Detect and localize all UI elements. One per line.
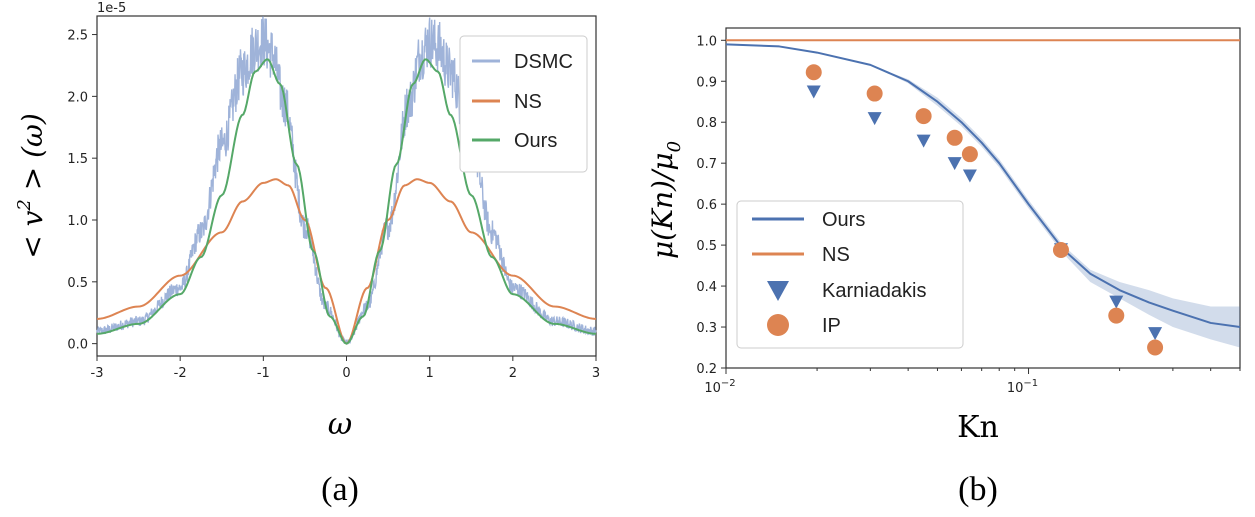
marker-karniadakis <box>1109 295 1124 309</box>
marker-ip <box>1147 339 1164 356</box>
marker-karniadakis <box>867 112 882 126</box>
panel-a-ylabel-main: < v <box>16 210 49 258</box>
panel-b-ylabel-sub: 0 <box>664 141 685 152</box>
panel-a-ticks-layer: -3 -2 -1 0 1 2 3 0.0 0.5 1.0 1.5 2.0 2.5 <box>67 29 600 381</box>
panel-b-ticks-layer: 0.20.30.40.50.60.70.80.91.010−2 10−1 <box>696 34 1241 396</box>
marker-karniadakis <box>947 157 962 171</box>
marker-karniadakis <box>962 169 977 183</box>
x-tick-exp: −1 <box>1023 378 1038 389</box>
panel-b-series-layer <box>725 39 1241 356</box>
x-tick-base: 10 <box>1007 381 1024 396</box>
panel-a-ylabel-tail: > (ω) <box>16 113 49 199</box>
marker-karniadakis <box>806 85 821 99</box>
panel-b-ylabel: μ(Kn)/μ0 <box>646 141 685 259</box>
x-tick-base: 10 <box>704 381 721 396</box>
panel-a-series-layer <box>96 16 597 345</box>
panel-b-caption: (b) <box>958 471 998 508</box>
x-tick-label: 10−1 <box>1007 378 1038 396</box>
series-line-dsmc <box>96 16 597 345</box>
marker-karniadakis <box>916 134 931 148</box>
panel-a-xlabel: ω <box>328 407 352 442</box>
panel-a-ylabel-sup: 2 <box>14 199 35 211</box>
x-tick-exp: −2 <box>721 378 736 389</box>
panel-a-y-multiplier: 1e-5 <box>97 1 126 16</box>
legend-ours-label: Ours <box>514 130 557 152</box>
x-tick-label: -2 <box>174 366 187 381</box>
x-tick-label: 2 <box>509 366 517 381</box>
y-tick-label: 1.0 <box>67 214 88 229</box>
y-tick-label: 0.3 <box>696 321 717 336</box>
legend-b-ours-label: Ours <box>822 209 865 231</box>
y-tick-label: 2.0 <box>67 90 88 105</box>
series-band-ours <box>726 44 1240 348</box>
legend-b-ip-marker <box>767 314 789 336</box>
panel-b: 0.20.30.40.50.60.70.80.91.010−2 10−1 Ours… <box>646 27 1241 508</box>
panel-b-xlabel: Kn <box>957 410 999 445</box>
marker-ip <box>946 129 963 146</box>
panel-a-legend-box <box>459 35 588 173</box>
y-tick-label: 0.5 <box>696 239 717 254</box>
legend-b-ns-label: NS <box>822 244 850 266</box>
marker-ip <box>915 108 932 125</box>
y-tick-label: 0.8 <box>696 116 717 131</box>
y-tick-label: 1.5 <box>67 152 88 167</box>
y-tick-label: 0.6 <box>696 198 717 213</box>
panel-b-legend-box <box>736 200 964 349</box>
marker-ip <box>866 85 883 102</box>
x-tick-label: -1 <box>257 366 270 381</box>
y-tick-label: 0.9 <box>696 75 717 90</box>
marker-karniadakis <box>1148 327 1163 341</box>
y-tick-label: 0.4 <box>696 280 717 295</box>
legend-b-ip-label: IP <box>822 315 841 337</box>
y-tick-label: 0.0 <box>67 338 88 353</box>
series-line-ours <box>725 43 1241 329</box>
marker-ip <box>1108 307 1125 324</box>
panel-a-ylabel: < v2 > (ω) <box>14 113 49 259</box>
y-tick-label: 0.7 <box>696 157 717 172</box>
panel-b-ylabel-main: μ(Kn)/μ <box>646 152 679 259</box>
x-tick-label: -3 <box>91 366 104 381</box>
marker-ip <box>1052 242 1069 259</box>
y-tick-label: 1.0 <box>696 34 717 49</box>
marker-ip <box>961 146 978 163</box>
x-tick-label: 3 <box>592 366 600 381</box>
panel-a-legend: DSMC NS Ours <box>459 35 588 173</box>
y-tick-label: 0.2 <box>696 362 717 377</box>
legend-dsmc-label: DSMC <box>514 51 573 73</box>
panel-a-caption: (a) <box>321 471 359 508</box>
legend-ns-label: NS <box>514 91 542 113</box>
panel-b-legend: Ours NS Karniadakis IP <box>736 200 964 349</box>
legend-b-karniadakis-marker <box>767 281 789 301</box>
legend-b-karniadakis-label: Karniadakis <box>822 280 927 302</box>
x-tick-label: 1 <box>426 366 434 381</box>
marker-ip <box>805 64 822 81</box>
panel-a: -3 -2 -1 0 1 2 30.00.51.01.52.02.5 1e-5 ω < v2… <box>14 1 600 508</box>
y-tick-label: 0.5 <box>67 276 88 291</box>
x-tick-label: 0 <box>342 366 350 381</box>
x-tick-label: 10−2 <box>704 378 735 396</box>
y-tick-label: 2.5 <box>67 29 88 44</box>
series-line-ours <box>96 58 597 345</box>
